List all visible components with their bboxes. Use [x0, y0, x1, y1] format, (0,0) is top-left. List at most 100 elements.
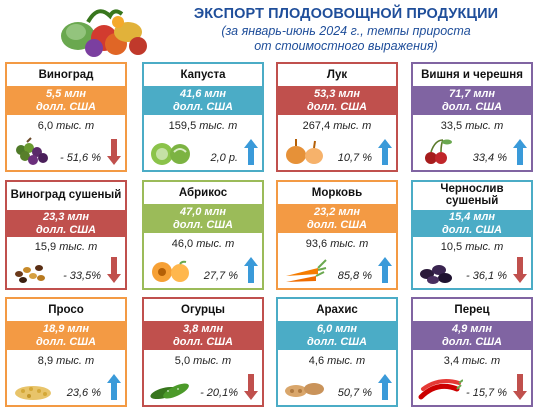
peanut-icon	[285, 383, 324, 397]
subtitle-line-1: (за январь-июнь 2024 г., темпы прироста	[221, 24, 471, 38]
export-value: 4,9 млн	[452, 323, 492, 335]
volume-unit: тыс. т	[465, 120, 504, 132]
export-value-unit: долл. США	[442, 224, 502, 236]
growth-rate: 85,8 %	[337, 270, 372, 282]
vegetables-icon	[61, 9, 147, 57]
volume-unit: тыс. т	[196, 238, 235, 250]
product-card: Абрикос 47,0 млн долл. США 46,0 тыс. т 27,7 …	[142, 180, 264, 290]
volume-number: 46,0	[171, 238, 194, 250]
product-name: Морковь	[311, 187, 363, 199]
product-name: Арахис	[316, 304, 358, 316]
growth-rate: 27,7 %	[203, 270, 238, 282]
value-band: 23,3 млн долл. США	[5, 210, 127, 237]
arrow-down-icon	[244, 374, 258, 400]
arrow-up-icon	[378, 257, 392, 283]
volume-number: 15,9	[34, 241, 57, 253]
value-band: 71,7 млн долл. США	[411, 86, 533, 115]
volume-number: 6,0	[37, 120, 54, 132]
volume-unit: тыс. т	[462, 355, 501, 367]
export-volume: 267,4 тыс. т	[284, 120, 390, 132]
volume-number: 5,0	[174, 355, 191, 367]
export-value: 23,3 млн	[42, 211, 90, 223]
product-name: Капуста	[180, 69, 226, 81]
volume-number: 159,5	[168, 120, 197, 132]
prunes-icon	[420, 265, 452, 284]
value-band: 18,9 млн долл. США	[5, 321, 127, 350]
arrow-down-icon	[513, 374, 527, 400]
value-band: 53,3 млн долл. США	[276, 86, 398, 115]
value-band: 47,0 млн долл. США	[142, 204, 264, 233]
millet-icon	[15, 386, 51, 400]
export-value: 5,5 млн	[46, 88, 86, 100]
growth-rate: 23,6 %	[66, 387, 101, 399]
product-name: Просо	[48, 304, 84, 316]
growth-rate: 10,7 %	[337, 152, 372, 164]
product-name: Абрикос	[178, 187, 228, 199]
cabbage-icon	[151, 143, 190, 165]
export-value: 47,0 млн	[179, 206, 227, 218]
export-value: 15,4 млн	[448, 211, 496, 223]
value-band: 6,0 млн долл. США	[276, 321, 398, 350]
product-name: Лук	[326, 69, 348, 81]
value-band: 23,2 млн долл. США	[276, 204, 398, 233]
value-band: 5,5 млн долл. США	[5, 86, 127, 115]
export-value: 3,8 млн	[183, 323, 223, 335]
growth-rate: 50,7 %	[337, 387, 372, 399]
cucumber-icon	[150, 383, 189, 400]
product-card: Виноград сушеный 23,3 млн долл. США 15,9 ты…	[5, 180, 127, 290]
export-value-unit: долл. США	[36, 101, 96, 113]
product-card: Морковь 23,2 млн долл. США 93,6 тыс. т 85,8 …	[276, 180, 398, 290]
page-subtitle: (за январь-июнь 2024 г., темпы прироста …	[150, 24, 542, 54]
product-name: Перец	[454, 304, 490, 316]
product-name: Виноград сушеный	[10, 189, 122, 201]
volume-number: 10,5	[440, 241, 463, 253]
export-value: 23,2 млн	[313, 206, 361, 218]
product-name: Чернослив сушеный	[440, 183, 504, 207]
value-band: 4,9 млн долл. США	[411, 321, 533, 350]
arrow-up-icon	[244, 139, 258, 165]
export-value-unit: долл. США	[173, 101, 233, 113]
product-card: Капуста 41,6 млн долл. США 159,5 тыс. т 2,0 …	[142, 62, 264, 172]
export-value-unit: долл. США	[36, 224, 96, 236]
export-volume: 6,0 тыс. т	[13, 120, 119, 132]
growth-rate: - 36,1 %	[466, 270, 507, 282]
product-name: Огурцы	[181, 304, 225, 316]
export-volume: 10,5 тыс. т	[419, 241, 525, 253]
volume-unit: тыс. т	[333, 120, 372, 132]
product-card: Вишня и черешня 71,7 млн долл. США 33,5 тыс…	[411, 62, 533, 172]
volume-unit: тыс. т	[193, 355, 232, 367]
grapes-icon	[16, 137, 48, 165]
export-volume: 33,5 тыс. т	[419, 120, 525, 132]
volume-number: 93,6	[305, 238, 328, 250]
export-value: 6,0 млн	[317, 323, 357, 335]
growth-rate: - 15,7 %	[466, 387, 507, 399]
volume-unit: тыс. т	[59, 241, 98, 253]
growth-rate: 2,0 р.	[210, 152, 238, 164]
product-name: Вишня и черешня	[421, 69, 523, 81]
export-value-unit: долл. США	[36, 336, 96, 348]
export-value: 53,3 млн	[313, 88, 361, 100]
product-card: Виноград 5,5 млн долл. США 6,0 тыс. т - 51,6…	[5, 62, 127, 172]
product-name: Виноград	[38, 69, 94, 81]
export-value-unit: долл. США	[307, 101, 367, 113]
arrow-up-icon	[513, 139, 527, 165]
export-volume: 93,6 тыс. т	[284, 238, 390, 250]
export-value: 18,9 млн	[42, 323, 90, 335]
export-value-unit: долл. США	[307, 219, 367, 231]
volume-unit: тыс. т	[330, 238, 369, 250]
export-volume: 159,5 тыс. т	[150, 120, 256, 132]
arrow-up-icon	[244, 257, 258, 283]
value-band: 15,4 млн долл. США	[411, 210, 533, 237]
export-volume: 4,6 тыс. т	[284, 355, 390, 367]
export-value-unit: долл. США	[442, 101, 502, 113]
pepper-icon	[418, 379, 463, 400]
arrow-down-icon	[513, 257, 527, 283]
volume-unit: тыс. т	[199, 120, 238, 132]
export-value: 41,6 млн	[179, 88, 227, 100]
export-value-unit: долл. США	[442, 336, 502, 348]
product-card: Чернослив сушеный 15,4 млн долл. США 10,5 т…	[411, 180, 533, 290]
product-card: Лук 53,3 млн долл. США 267,4 тыс. т 10,7 %	[276, 62, 398, 172]
export-volume: 8,9 тыс. т	[13, 355, 119, 367]
header: ЭКСПОРТ ПЛОДООВОЩНОЙ ПРОДУКЦИИ (за январ…	[0, 0, 542, 62]
subtitle-line-2: от стоимостного выражения)	[254, 39, 438, 53]
